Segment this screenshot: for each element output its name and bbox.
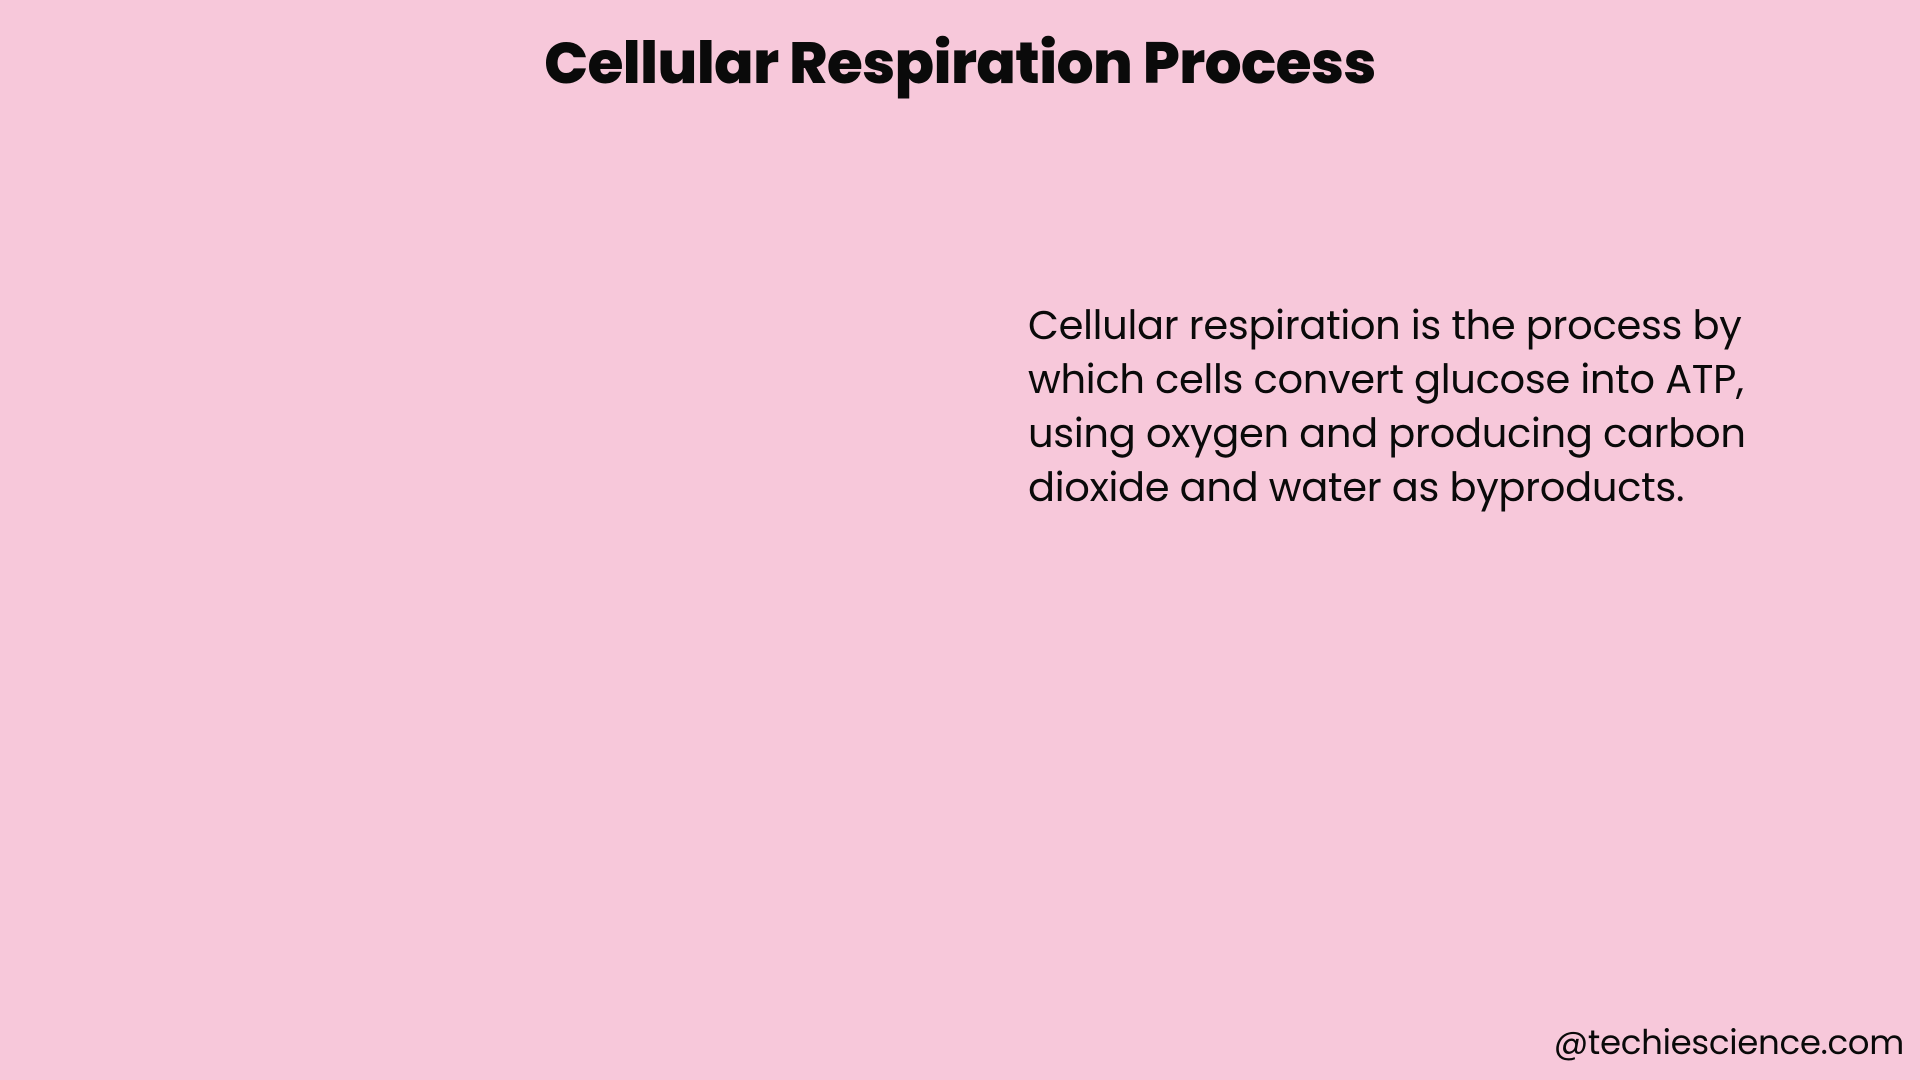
attribution-text: @techiescience.com xyxy=(1554,1017,1904,1068)
slide-body-text: Cellular respiration is the process by w… xyxy=(1028,298,1748,514)
slide-title: Cellular Respiration Process xyxy=(0,20,1920,107)
